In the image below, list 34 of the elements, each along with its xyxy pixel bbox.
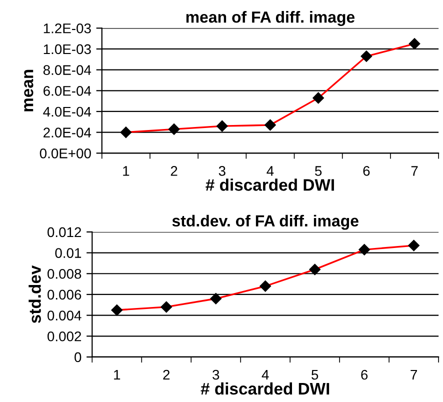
y-tick-label: 1.0E-03 bbox=[44, 44, 91, 54]
x-tick-label: 7 bbox=[411, 166, 418, 176]
x-tick-label: 1 bbox=[114, 370, 120, 380]
y-tick-label: 8.0E-04 bbox=[43, 65, 92, 75]
x-tick-label: 6 bbox=[363, 166, 370, 176]
y-tick-label: 1.2E-03 bbox=[44, 23, 91, 34]
x-tick-label: 1 bbox=[123, 166, 130, 176]
y-axis-title: mean bbox=[24, 70, 34, 112]
y-axis-title: std.dev bbox=[28, 265, 41, 324]
y-tick-label: 4.0E-04 bbox=[43, 106, 92, 117]
y-tick-label: 0.0E+00 bbox=[40, 148, 91, 158]
x-tick-label: 4 bbox=[262, 370, 269, 380]
x-tick-label: 5 bbox=[312, 370, 318, 380]
x-axis-title: # discarded DWI bbox=[200, 382, 330, 395]
y-tick-label: 6.0E-04 bbox=[44, 86, 92, 96]
y-tick-label: 0.012 bbox=[48, 227, 82, 238]
x-axis-title: # discarded DWI bbox=[206, 178, 334, 191]
x-tick-label: 2 bbox=[170, 166, 178, 176]
y-tick-label: 0.008 bbox=[48, 268, 82, 279]
x-tick-label: 5 bbox=[315, 166, 322, 176]
x-tick-label: 2 bbox=[163, 370, 170, 380]
chart-title: mean of FA diff. image bbox=[186, 11, 355, 26]
x-tick-label: 3 bbox=[218, 166, 226, 176]
y-tick-label: 0 bbox=[74, 352, 82, 362]
y-tick-label: 0.004 bbox=[48, 310, 82, 320]
y-tick-label: 0.002 bbox=[48, 331, 82, 342]
x-tick-label: 4 bbox=[266, 166, 274, 176]
x-tick-label: 6 bbox=[361, 370, 368, 380]
x-tick-label: 7 bbox=[410, 370, 417, 380]
chart-title: std.dev. of FA diff. image bbox=[172, 214, 358, 230]
y-tick-label: 0.01 bbox=[55, 248, 82, 258]
y-tick-label: 2.0E-04 bbox=[44, 128, 92, 138]
y-tick-label: 0.006 bbox=[48, 290, 82, 300]
x-tick-label: 3 bbox=[212, 370, 220, 380]
